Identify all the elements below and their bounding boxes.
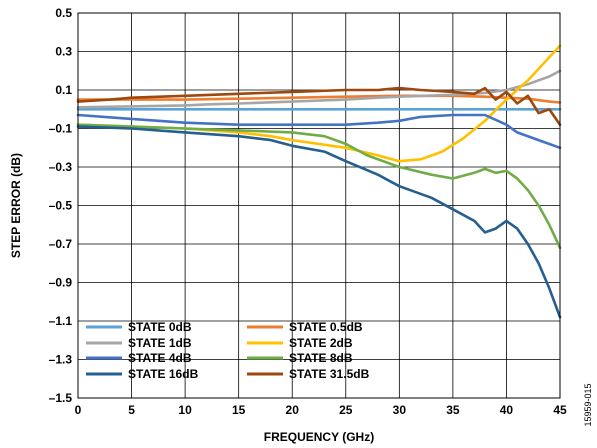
y-tick-label: 0.5 bbox=[55, 6, 72, 20]
y-tick-label: 0.3 bbox=[55, 45, 72, 59]
y-tick-label: –0.7 bbox=[49, 237, 73, 251]
series-line-state-16db bbox=[76, 125, 562, 319]
legend-label-state-2db: STATE 2dB bbox=[289, 336, 353, 350]
legend-label-state-0db: STATE 0dB bbox=[128, 320, 192, 334]
y-tick-label: –0.9 bbox=[49, 276, 73, 290]
y-tick-label: –0.3 bbox=[49, 160, 73, 174]
x-tick-label: 5 bbox=[128, 403, 135, 417]
x-tick-label: 45 bbox=[553, 403, 567, 417]
y-tick-label: –1.3 bbox=[49, 353, 73, 367]
tick-labels: 0 5 10 15 20 25 30 35 40 45 0.5 0.3 0.1 –0.1 –0.3 –0.5 –… bbox=[49, 6, 567, 417]
y-tick-label: –1.1 bbox=[49, 314, 73, 328]
x-tick-label: 10 bbox=[178, 403, 192, 417]
series-layer bbox=[76, 44, 562, 319]
y-tick-label: 0.1 bbox=[55, 83, 72, 97]
x-tick-label: 40 bbox=[500, 403, 514, 417]
x-tick-label: 30 bbox=[393, 403, 407, 417]
x-tick-label: 35 bbox=[446, 403, 460, 417]
series-line-state-2db bbox=[76, 44, 562, 163]
y-axis-label: STEP ERROR (dB) bbox=[9, 153, 23, 258]
legend-label-state-16db: STATE 16dB bbox=[128, 367, 199, 381]
y-tick-label: –0.1 bbox=[49, 122, 73, 136]
x-tick-label: 15 bbox=[232, 403, 246, 417]
x-tick-label: 20 bbox=[286, 403, 300, 417]
x-tick-label: 25 bbox=[339, 403, 353, 417]
series-line-state-8db bbox=[76, 123, 562, 250]
plot-frame bbox=[77, 12, 561, 399]
legend-label-state-8db: STATE 8dB bbox=[289, 351, 353, 365]
x-tick-label: 0 bbox=[75, 403, 82, 417]
series-line-state-4db bbox=[76, 113, 562, 150]
legend-label-state-31-5db: STATE 31.5dB bbox=[289, 367, 370, 381]
legend-label-state-0-5db: STATE 0.5dB bbox=[289, 320, 363, 334]
legend-label-state-1db: STATE 1dB bbox=[128, 336, 192, 350]
y-tick-label: –1.5 bbox=[49, 391, 73, 405]
x-axis-label: FREQUENCY (GHz) bbox=[264, 430, 374, 444]
y-tick-label: –0.5 bbox=[49, 199, 73, 213]
series-line-state-31-5db bbox=[76, 86, 562, 126]
legend-label-state-4db: STATE 4dB bbox=[128, 351, 192, 365]
figure-id: 15959-015 bbox=[583, 383, 593, 426]
